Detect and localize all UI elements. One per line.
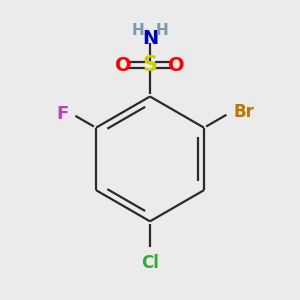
Text: O: O: [168, 56, 185, 75]
Text: Cl: Cl: [141, 254, 159, 272]
Text: F: F: [57, 105, 69, 123]
Text: N: N: [142, 29, 158, 48]
Text: S: S: [142, 55, 158, 75]
Text: H: H: [156, 23, 169, 38]
Text: O: O: [115, 56, 132, 75]
Text: H: H: [131, 23, 144, 38]
Text: Br: Br: [233, 103, 254, 121]
